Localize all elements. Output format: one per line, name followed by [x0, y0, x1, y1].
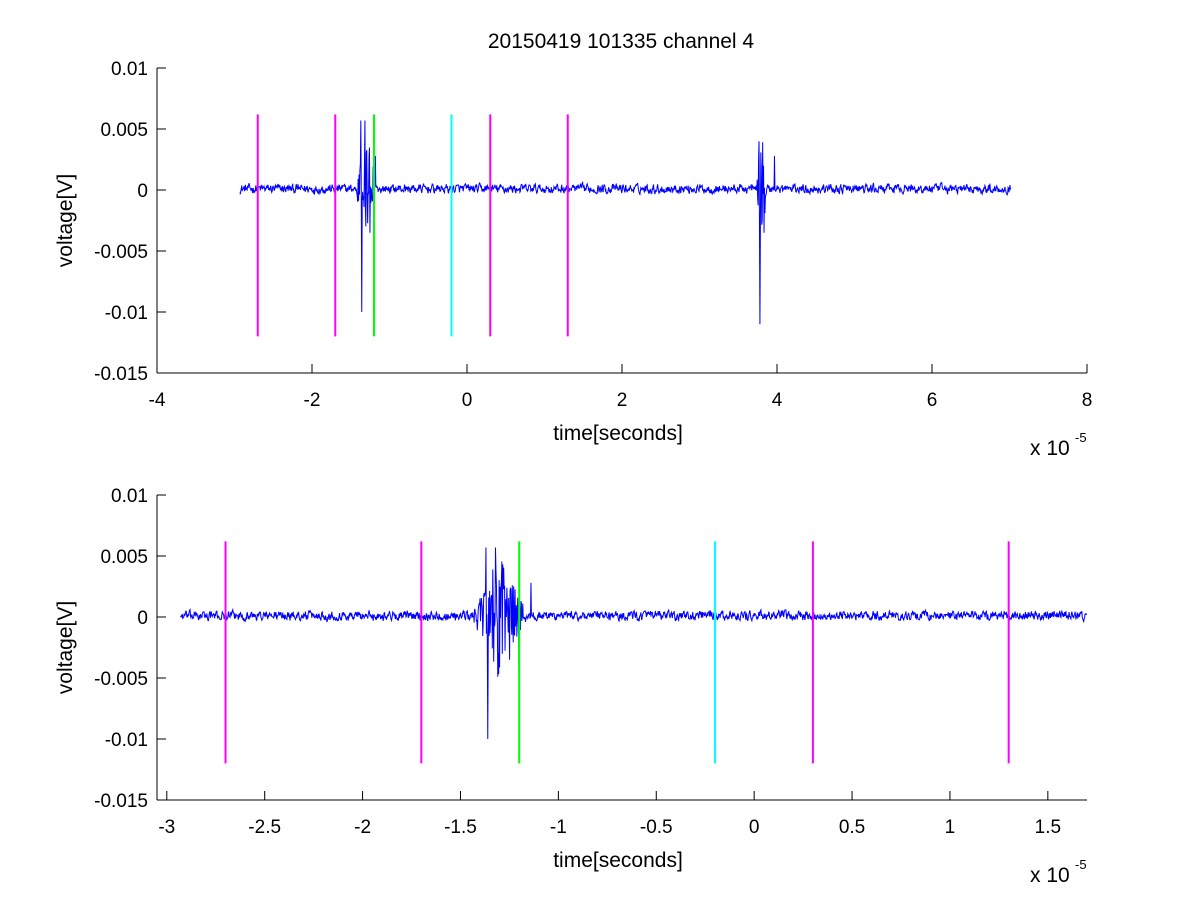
- y-tick-label: -0.015: [94, 791, 148, 812]
- y-tick-label: -0.005: [94, 242, 148, 263]
- x-tick-label: 8: [1082, 390, 1093, 411]
- y-tick-label: 0: [137, 181, 148, 202]
- top-plot-panel: -4 -2 0 2 4 6 8 0.01 0.005 0 -0.005 -0.01 -0.015 time…: [54, 59, 1092, 460]
- chart-title: 20150419 101335 channel 4: [488, 30, 755, 53]
- top-signal-line: [239, 120, 1012, 325]
- x-axis-multiplier-exponent: -5: [1075, 857, 1087, 872]
- x-tick-label: 0: [749, 817, 760, 838]
- x-tick-label: -0.5: [640, 817, 673, 838]
- x-tick-label: -1.5: [444, 817, 477, 838]
- y-axis-label: voltage[V]: [54, 601, 77, 694]
- x-tick-label: -2: [304, 390, 321, 411]
- x-tick-label: 0.5: [839, 817, 865, 838]
- x-tick-label: 4: [772, 390, 783, 411]
- y-tick-label: -0.015: [94, 364, 148, 385]
- x-axis-label: time[seconds]: [553, 422, 683, 445]
- x-axis-multiplier: x 10: [1030, 864, 1070, 887]
- y-tick-label: 0.01: [111, 486, 148, 507]
- x-tick-label: -2: [354, 817, 371, 838]
- y-tick-label: 0.01: [111, 59, 148, 80]
- x-axis-label: time[seconds]: [553, 849, 683, 872]
- y-tick-label: 0: [137, 608, 148, 629]
- y-tick-label: 0.005: [100, 547, 148, 568]
- y-tick-label: -0.01: [105, 730, 148, 751]
- y-tick-label: -0.01: [105, 303, 148, 324]
- y-axis-label: voltage[V]: [54, 174, 77, 267]
- x-tick-label: -1: [550, 817, 567, 838]
- x-tick-label: -3: [158, 817, 175, 838]
- x-tick-label: -2.5: [248, 817, 281, 838]
- x-tick-label: -4: [149, 390, 166, 411]
- x-axis-multiplier: x 10: [1030, 437, 1070, 460]
- y-tick-label: 0.005: [100, 120, 148, 141]
- x-tick-label: 1.5: [1035, 817, 1061, 838]
- x-tick-label: 1: [945, 817, 956, 838]
- bottom-plot-panel: -3 -2.5 -2 -1.5 -1 -0.5 0 0.5 1 1.5 0.01 0.005 0 -0.0…: [54, 486, 1087, 887]
- y-tick-label: -0.005: [94, 669, 148, 690]
- x-tick-label: 0: [462, 390, 473, 411]
- x-axis-multiplier-exponent: -5: [1075, 430, 1087, 445]
- x-tick-label: 6: [927, 390, 938, 411]
- bottom-signal-line: [180, 547, 1087, 740]
- x-tick-label: 2: [617, 390, 628, 411]
